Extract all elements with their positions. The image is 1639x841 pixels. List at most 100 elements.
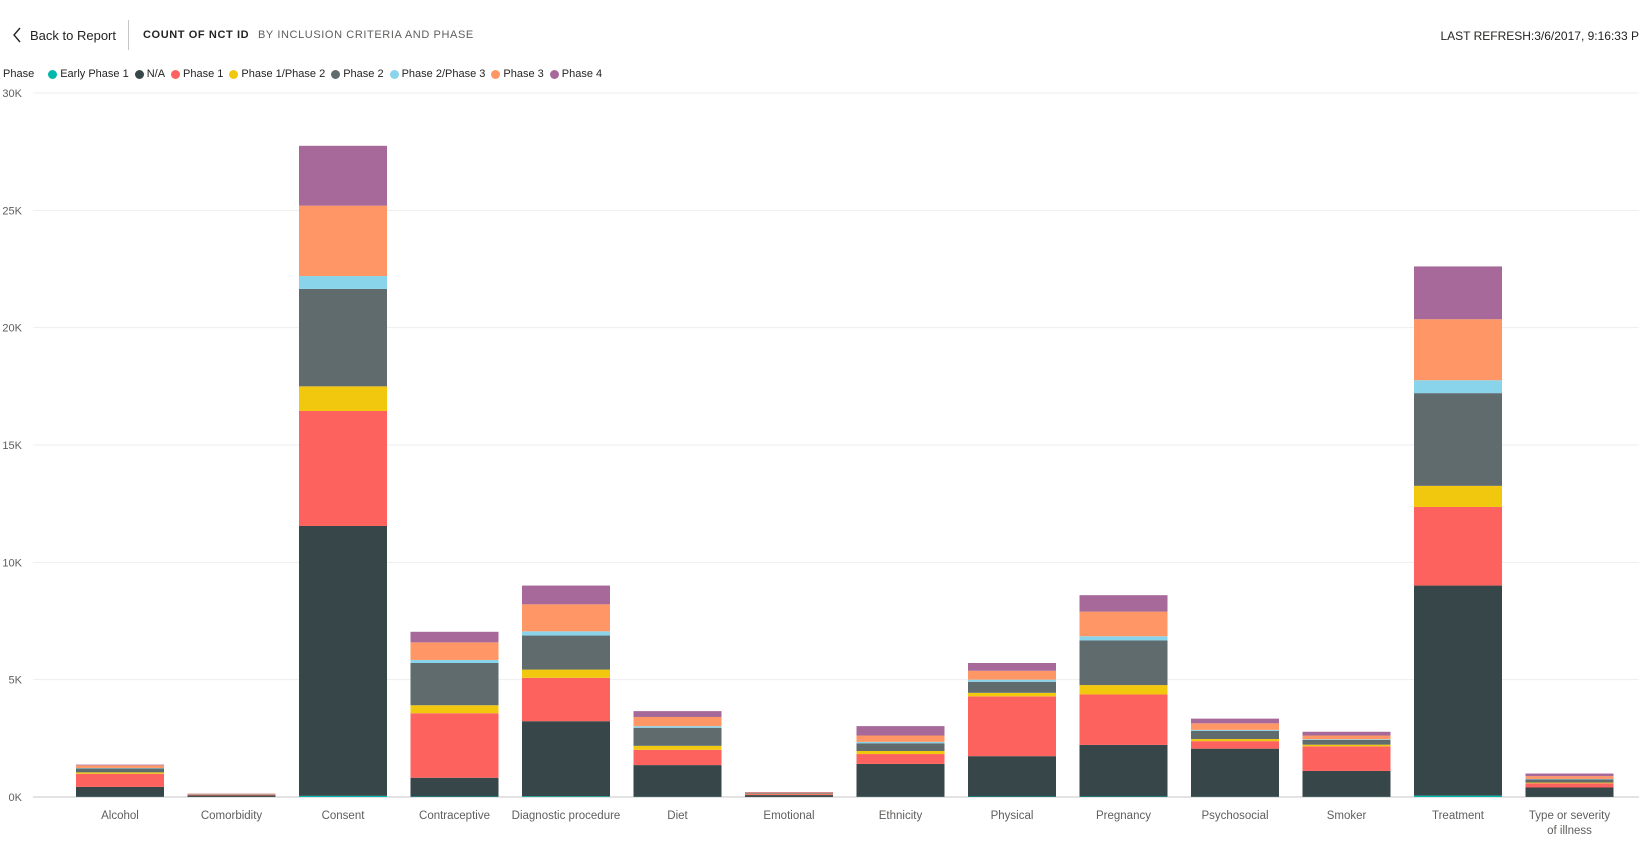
bar-segment[interactable]: N/A: 8950 <box>1414 585 1502 796</box>
bar-segment[interactable]: Phase 1/Phase 2: 60 <box>76 772 164 774</box>
bar-segment[interactable]: Phase 1: 30 <box>187 794 276 796</box>
bar-segment[interactable]: Early Phase 1: 30 <box>522 796 610 797</box>
bar-segment[interactable]: Phase 1/Phase 2: 900 <box>1414 485 1502 507</box>
bar-segment[interactable]: Phase 4: 250 <box>633 711 722 717</box>
bar-segment[interactable]: Phase 4: 30 <box>76 764 164 766</box>
bar-segment[interactable]: Phase 2: 470 <box>968 681 1056 693</box>
bar-segment[interactable]: Phase 2: 330 <box>856 743 945 752</box>
bar-segment[interactable]: Early Phase 1: 60 <box>1414 795 1502 797</box>
bar-segment[interactable]: N/A: 2200 <box>1079 744 1168 797</box>
bar-segment[interactable]: Phase 1/Phase 2: 70 <box>1302 744 1391 747</box>
bar-segment[interactable]: N/A: 800 <box>410 777 499 797</box>
bar-segment[interactable]: Phase 3: 390 <box>633 716 722 727</box>
bar-segment[interactable]: Phase 2: 30 <box>745 793 833 795</box>
bar-segment[interactable]: Phase 4: 2550 <box>299 145 387 206</box>
bar-segment[interactable]: N/A: 60 <box>187 795 276 797</box>
bar-segment[interactable]: N/A: 1400 <box>856 763 945 797</box>
bar-segment[interactable]: N/A: 1100 <box>1302 770 1391 797</box>
bar-segment[interactable]: Phase 1/Phase 2: 90 <box>1191 739 1279 742</box>
bar-segment[interactable]: Phase 2/Phase 3: 90 <box>968 679 1056 682</box>
bar-segment[interactable]: Phase 2/Phase 3: 180 <box>522 631 610 636</box>
bar-segment[interactable]: Phase 1: 420 <box>856 754 945 764</box>
bar-segment[interactable]: Phase 1/Phase 2: 130 <box>856 751 945 755</box>
bar-segment[interactable]: Phase 2: 170 <box>76 768 164 773</box>
bar-segment[interactable]: Phase 1: 40 <box>745 794 833 796</box>
bar-segment[interactable]: Phase 4: 800 <box>522 585 610 605</box>
bar-segment[interactable]: Phase 1: 3350 <box>1414 506 1502 586</box>
bar-segment[interactable]: Phase 2/Phase 3: 40 <box>1191 729 1279 731</box>
legend-item[interactable]: Early Phase 1 <box>48 68 129 80</box>
bar-segment[interactable]: N/A: 3200 <box>522 721 610 797</box>
bar-segment[interactable]: Phase 1: 2150 <box>1079 694 1168 745</box>
bar-segment[interactable]: Phase 2/Phase 3: 550 <box>1414 380 1502 394</box>
bar-segment[interactable]: N/A: 1350 <box>633 765 722 797</box>
bar-segment[interactable]: Phase 1: 650 <box>633 749 722 766</box>
bar-segment[interactable]: Phase 3: 160 <box>1302 735 1391 740</box>
back-to-report-button[interactable]: Back to Report <box>12 22 116 48</box>
bar-segment[interactable]: Phase 2/Phase 3: 180 <box>1079 636 1168 641</box>
bar-segment[interactable]: Phase 3: 110 <box>76 765 164 768</box>
bar-segment[interactable]: Phase 2: 1800 <box>410 663 499 706</box>
bar-segment[interactable]: Phase 1: 180 <box>1525 783 1614 788</box>
bar-segment[interactable]: Phase 4: 400 <box>856 726 945 736</box>
bar-segment[interactable]: Phase 3: 380 <box>968 670 1056 680</box>
bar-segment[interactable]: Phase 3: 1150 <box>522 604 610 632</box>
bar-segment[interactable]: Phase 3: 1050 <box>1079 611 1168 637</box>
bar-segment[interactable]: Phase 2: 3950 <box>1414 393 1502 486</box>
legend-item[interactable]: Phase 1 <box>171 68 223 80</box>
legend-item[interactable]: N/A <box>134 68 165 80</box>
bar-segment[interactable]: Phase 1/Phase 2: 340 <box>410 705 499 714</box>
legend-item[interactable]: Phase 1/Phase 2 <box>229 68 325 80</box>
bar-segment[interactable]: Early Phase 1: 50 <box>299 795 387 797</box>
bar-segment[interactable]: Phase 3: 2600 <box>1414 319 1502 381</box>
legend-item[interactable]: Phase 4 <box>549 68 602 80</box>
bar-segment[interactable]: Phase 2/Phase 3: 30 <box>1302 739 1391 740</box>
bar-segment[interactable]: Phase 2/Phase 3: 70 <box>633 726 722 728</box>
bar-segment[interactable]: Phase 2: 350 <box>1191 730 1279 740</box>
bar-segment[interactable]: N/A: 2050 <box>1191 748 1279 797</box>
bar-segment[interactable]: Phase 1: 320 <box>1191 741 1279 749</box>
bar-segment[interactable]: Phase 4: 110 <box>1525 773 1614 777</box>
bar-segment[interactable]: Phase 3: 30 <box>745 792 833 794</box>
bar-segment[interactable]: Phase 2: 140 <box>1525 779 1614 783</box>
bar-segment[interactable]: Phase 4: 700 <box>1079 595 1168 612</box>
bar-segment[interactable]: Phase 3: 120 <box>1525 776 1614 779</box>
bar-segment[interactable]: Phase 2/Phase 3: 130 <box>410 659 499 664</box>
bar-segment[interactable]: Phase 4: 160 <box>1302 731 1391 736</box>
bar-segment[interactable]: Phase 1/Phase 2: 350 <box>522 669 610 678</box>
bar-segment[interactable]: N/A: 11500 <box>299 525 387 796</box>
bar-segment[interactable]: Phase 3: 280 <box>1191 723 1279 730</box>
bar-segment[interactable]: Phase 2: 770 <box>633 727 722 746</box>
bar-segment[interactable]: Phase 1/Phase 2: 170 <box>633 745 722 750</box>
bar-segment[interactable]: Phase 2: 1900 <box>1079 640 1168 686</box>
bar-segment[interactable]: Phase 4: 450 <box>410 631 499 643</box>
bar-segment[interactable]: Phase 3: 750 <box>410 642 499 660</box>
bar-segment[interactable]: Phase 2: 200 <box>1302 739 1391 745</box>
legend-item[interactable]: Phase 2/Phase 3 <box>389 68 485 80</box>
bar-segment[interactable]: Phase 2: 4150 <box>299 288 387 387</box>
bar-segment[interactable]: Phase 1/Phase 2: 150 <box>968 692 1056 697</box>
legend-item[interactable]: Phase 2 <box>331 68 384 80</box>
bar-segment[interactable]: Phase 2: 1450 <box>522 635 610 670</box>
bar-segment[interactable]: Phase 1: 1850 <box>522 677 610 722</box>
bar-segment[interactable]: Phase 2/Phase 3: 60 <box>856 741 945 744</box>
bar-segment[interactable]: Phase 3: 3000 <box>299 205 387 277</box>
bar-segment[interactable]: Phase 4: 200 <box>1191 718 1279 724</box>
bar-segment[interactable]: Phase 1/Phase 2: 30 <box>1525 782 1614 784</box>
bar-segment[interactable]: Phase 2/Phase 3: 550 <box>299 276 387 289</box>
bar-segment[interactable]: Phase 4: 330 <box>968 663 1056 671</box>
bar-segment[interactable]: N/A: 420 <box>76 786 164 797</box>
bar-segment[interactable]: N/A: 400 <box>1525 787 1614 797</box>
legend-item[interactable]: Phase 3 <box>491 68 544 80</box>
bar-segment[interactable]: Phase 1: 560 <box>76 773 164 787</box>
bar-segment[interactable]: Phase 1: 4900 <box>299 410 387 526</box>
bar-segment[interactable]: N/A: 80 <box>745 795 833 797</box>
bar-segment[interactable]: Phase 1/Phase 2: 1050 <box>299 386 387 411</box>
bar-segment[interactable]: Phase 4: 2250 <box>1414 266 1502 320</box>
bar-segment[interactable]: N/A: 1720 <box>968 756 1056 797</box>
bar-segment[interactable]: Phase 3: 270 <box>856 735 945 742</box>
bar-segment[interactable]: Phase 1: 2550 <box>968 696 1056 757</box>
bar-segment[interactable]: Phase 1: 1050 <box>1302 746 1391 771</box>
bar-segment[interactable]: Phase 1: 2750 <box>410 713 499 778</box>
bar-segment[interactable]: Phase 1/Phase 2: 400 <box>1079 685 1168 695</box>
